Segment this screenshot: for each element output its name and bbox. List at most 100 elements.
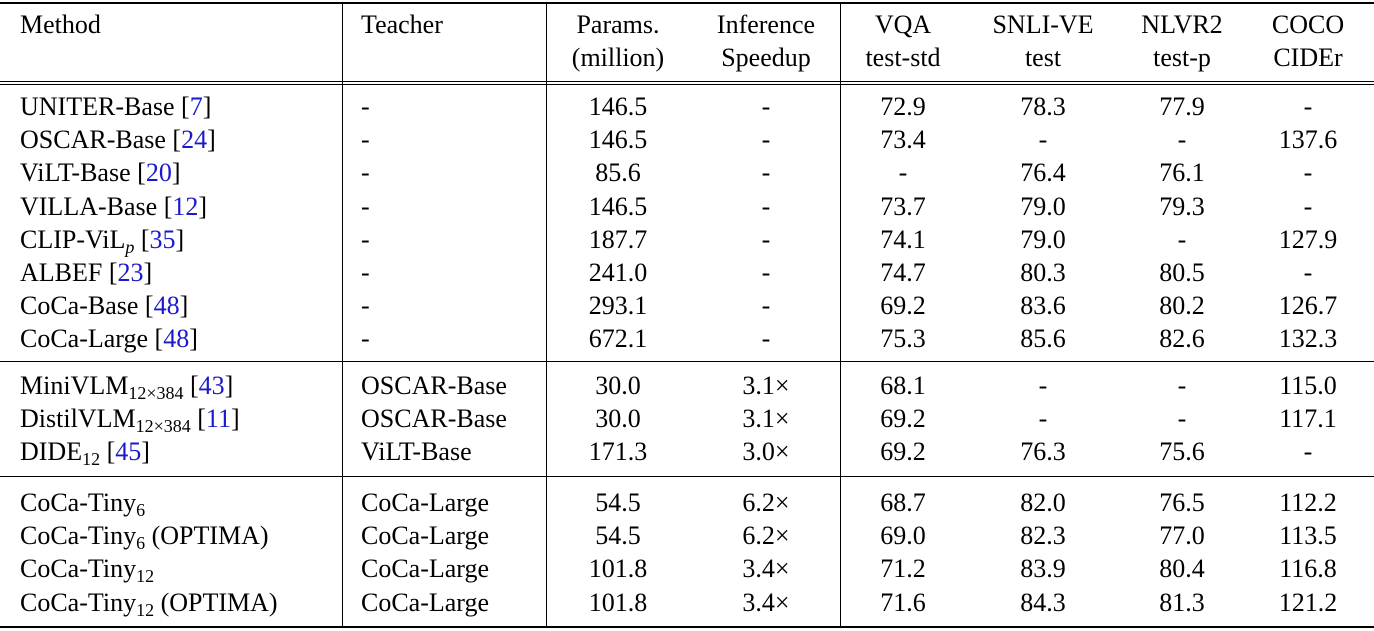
header-snli: SNLI-VE test [978,8,1108,74]
header-speedup: Inference Speedup [696,8,836,74]
nlvr2-cell: - [1177,404,1187,434]
snli-cell: 76.4 [1020,158,1066,188]
table-row: OSCAR-Base [24] - 146.5 - 73.4 - - 137.6 [0,123,1374,157]
snli-cell: 83.9 [1020,554,1066,584]
speedup-cell: - [761,291,771,321]
citation-ref[interactable]: 35 [149,224,176,254]
top-rule [0,2,1374,4]
nlvr2-cell: 77.0 [1159,521,1205,551]
params-cell: 146.5 [588,191,648,221]
params-cell: 146.5 [588,125,648,155]
speedup-cell: - [761,92,771,121]
citation-ref[interactable]: 48 [153,291,180,321]
snli-cell: 83.6 [1020,291,1066,321]
citation-ref[interactable]: 24 [181,125,208,155]
speedup-cell: 3.0× [742,437,790,467]
group-rule-1 [0,361,1374,362]
vqa-cell: 68.7 [880,488,926,517]
teacher-cell: OSCAR-Base [361,404,507,434]
method-name: CoCa-Tiny [20,554,137,584]
teacher-cell: OSCAR-Base [361,371,507,400]
vqa-cell: 73.4 [880,125,926,155]
method-cell: CoCa-Tiny12 [20,552,154,586]
snli-cell: 85.6 [1020,324,1066,354]
coco-cell: 132.3 [1278,324,1338,354]
method-cell: ALBEF [23] [20,258,153,287]
citation-ref[interactable]: 43 [198,371,225,400]
vline-teacher-params [546,4,547,626]
header-snli-line2: test [1024,43,1062,72]
citation-ref[interactable]: 23 [117,258,144,287]
vqa-cell: 71.6 [880,587,926,617]
teacher-cell: - [361,258,370,287]
coco-cell: 126.7 [1278,291,1338,321]
speedup-cell: 3.4× [742,587,790,617]
citation-ref[interactable]: 45 [115,437,142,467]
snli-cell: 80.3 [1020,258,1066,287]
header-speedup-line1: Inference [716,10,816,39]
snli-cell: - [1038,371,1048,400]
params-cell: 30.0 [595,371,641,400]
method-subscript: p [125,236,135,257]
citation-ref[interactable]: 12 [172,191,199,221]
header-nlvr2-line2: test-p [1153,43,1211,72]
coco-cell: 116.8 [1279,554,1337,584]
citation-ref[interactable]: 11 [205,404,231,434]
nlvr2-cell: 82.6 [1159,324,1205,354]
params-cell: 54.5 [595,521,641,551]
snli-cell: 82.3 [1020,521,1066,551]
vqa-cell: 68.1 [880,371,926,400]
citation-ref[interactable]: 7 [189,92,203,121]
speedup-cell: - [761,191,771,221]
speedup-cell: - [761,258,771,287]
method-cell: CoCa-Base [48] [20,291,189,321]
bottom-rule [0,626,1374,628]
method-name: MiniVLM [20,371,129,400]
vqa-cell: 72.9 [880,92,926,121]
method-name: ViLT-Base [20,158,131,188]
method-cell: CoCa-Tiny6 [20,486,145,520]
speedup-cell: - [761,158,771,188]
header-params-line1: Params. [576,10,660,39]
nlvr2-cell: 79.3 [1159,191,1205,221]
method-subscript: 12×384 [128,383,184,403]
teacher-cell: - [361,291,370,321]
coco-cell: - [1303,437,1313,467]
method-subscript: 12 [136,566,155,587]
snli-cell: 79.0 [1020,224,1066,254]
coco-cell: - [1303,191,1313,221]
nlvr2-cell: 80.2 [1159,291,1205,321]
teacher-cell: CoCa-Large [361,521,490,551]
header-params-line2: (million) [571,43,665,72]
vqa-cell: 69.2 [880,404,926,434]
header-vqa: VQA test-std [848,8,958,74]
params-cell: 171.3 [588,437,648,467]
params-cell: 101.8 [588,554,648,584]
method-name: CoCa-Base [20,291,139,321]
citation-ref[interactable]: 48 [163,324,190,354]
header-coco: COCO CIDEr [1250,8,1366,74]
method-subscript: 12 [82,449,101,470]
table-row: VILLA-Base [12] - 146.5 - 73.7 79.0 79.3 - [0,190,1374,224]
method-name: CoCa-Tiny [20,587,137,617]
citation-ref[interactable]: 20 [145,158,172,188]
table-row: MiniVLM12×384 [43] OSCAR-Base 30.0 3.1× 68.1… [0,369,1374,403]
header-method: Method [20,8,101,41]
nlvr2-cell: 80.5 [1159,258,1205,287]
vqa-cell: 75.3 [880,324,926,354]
speedup-cell: 3.1× [742,371,790,400]
coco-cell: - [1303,258,1313,287]
table-row: CoCa-Base [48] - 293.1 - 69.2 83.6 80.2 126.7 [0,289,1374,323]
snli-cell: 82.0 [1020,488,1066,517]
params-cell: 146.5 [588,92,648,121]
header-teacher-label: Teacher [361,10,443,39]
nlvr2-cell: 77.9 [1159,92,1205,121]
table-row: DIDE12 [45] ViLT-Base 171.3 3.0× 69.2 76.3 75.… [0,435,1374,469]
method-subscript: 6 [136,533,146,554]
vqa-cell: - [898,158,908,188]
header-rule-2 [0,84,1374,85]
table-row: ViLT-Base [20] - 85.6 - - 76.4 76.1 - [0,156,1374,190]
vqa-cell: 73.7 [880,191,926,221]
method-name: ALBEF [20,258,103,287]
method-cell: CoCa-Tiny6 (OPTIMA) [20,519,269,553]
